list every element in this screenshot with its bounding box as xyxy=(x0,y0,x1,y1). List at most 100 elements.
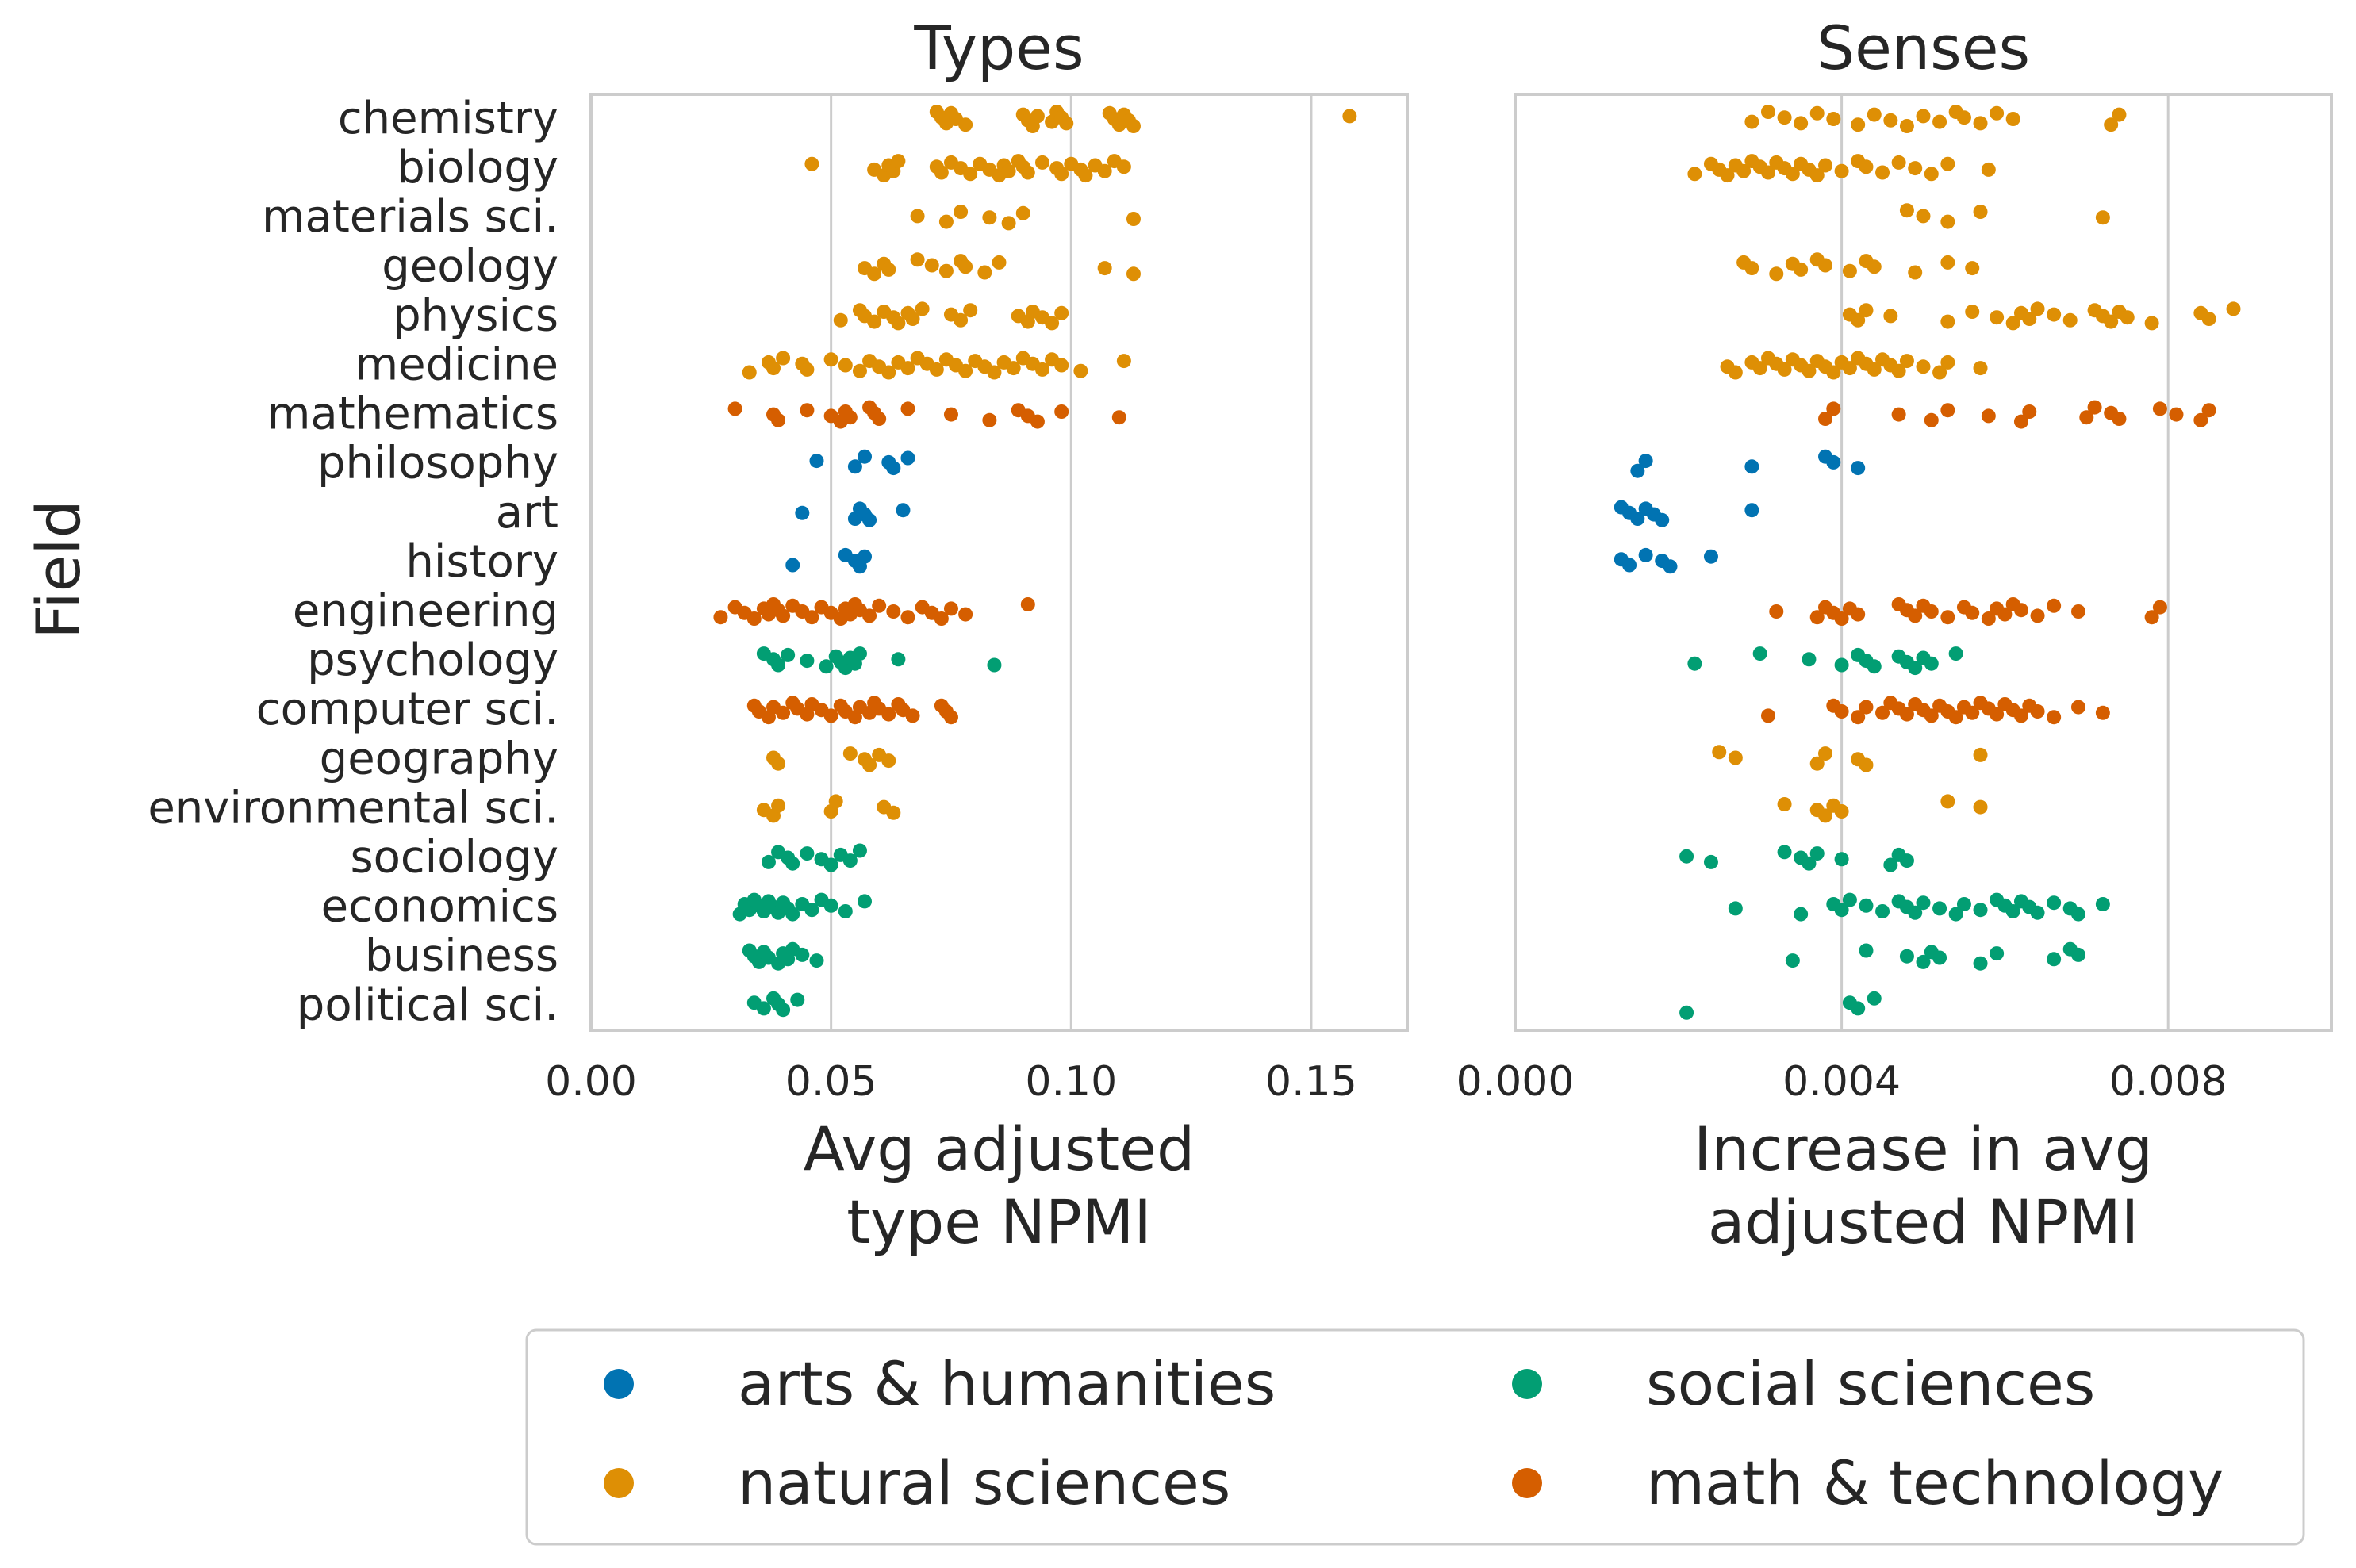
data-point-physics xyxy=(1940,314,1955,329)
data-point-art xyxy=(1744,503,1759,518)
data-point-engineering xyxy=(1940,610,1955,625)
data-point-chemistry xyxy=(1851,117,1866,132)
data-point-materials-sci xyxy=(1916,209,1931,224)
data-point-biology xyxy=(1720,168,1735,183)
data-point-engineering xyxy=(958,607,973,622)
data-point-environmental-sci xyxy=(886,805,901,820)
data-point-chemistry xyxy=(1342,109,1357,124)
data-point-environmental-sci xyxy=(1973,799,1988,815)
data-point-engineering xyxy=(2152,600,2167,615)
x-tick-label: 0.004 xyxy=(1782,1058,1901,1106)
data-point-engineering xyxy=(886,604,901,619)
data-point-philosophy xyxy=(847,459,862,474)
data-point-chemistry xyxy=(1760,105,1775,119)
data-point-sociology xyxy=(785,856,800,871)
data-point-medicine xyxy=(1034,362,1049,377)
data-point-history xyxy=(785,558,800,573)
data-point-medicine xyxy=(800,362,815,377)
category-label-medicine: medicine xyxy=(355,339,558,391)
data-point-biology xyxy=(1818,158,1833,173)
data-point-business xyxy=(1899,949,1914,964)
data-point-engineering xyxy=(1981,611,1996,626)
data-point-medicine xyxy=(1728,365,1743,380)
data-point-materials-sci xyxy=(1973,205,1988,219)
x-tick-label: 0.10 xyxy=(1025,1058,1117,1106)
x-axis-label: adjusted NPMI xyxy=(1708,1187,2139,1257)
data-point-mathematics xyxy=(1981,408,1996,424)
data-point-economics xyxy=(1948,907,1963,922)
data-point-philosophy xyxy=(900,450,915,466)
data-point-biology xyxy=(1116,159,1131,174)
data-point-business xyxy=(2047,952,2062,967)
data-point-mathematics xyxy=(771,412,786,427)
data-point-medicine xyxy=(1973,361,1988,376)
data-point-engineering xyxy=(1769,604,1784,619)
data-point-medicine xyxy=(1826,365,1841,380)
panel-title: Senses xyxy=(1817,13,2030,83)
data-point-biology xyxy=(1891,155,1906,170)
data-point-physics xyxy=(1054,305,1069,320)
data-point-sociology xyxy=(1899,853,1914,868)
data-point-engineering xyxy=(1997,607,2013,622)
data-point-philosophy xyxy=(1851,461,1866,476)
data-point-business xyxy=(809,953,824,968)
data-point-chemistry xyxy=(1030,109,1045,124)
data-point-environmental-sci xyxy=(1777,797,1792,811)
category-label-economics: economics xyxy=(321,881,558,933)
data-point-environmental-sci xyxy=(1834,804,1849,819)
data-point-geology xyxy=(1794,262,1809,277)
data-point-computer-sci xyxy=(1948,710,1963,725)
data-point-chemistry xyxy=(1956,110,1971,125)
data-point-medicine xyxy=(1842,361,1857,376)
data-point-materials-sci xyxy=(910,209,925,224)
data-point-political-sci xyxy=(1851,1001,1866,1016)
legend-marker-natural-sciences xyxy=(604,1468,634,1498)
data-point-computer-sci xyxy=(1851,710,1866,725)
data-point-computer-sci xyxy=(1875,705,1890,720)
data-point-engineering xyxy=(1020,597,1035,611)
data-point-materials-sci xyxy=(1015,205,1030,220)
data-point-economics xyxy=(1908,905,1923,920)
data-point-computer-sci xyxy=(1924,708,1939,723)
data-point-chemistry xyxy=(1059,116,1074,131)
data-point-sociology xyxy=(842,853,858,868)
plot-frame xyxy=(589,93,1409,1032)
x-tick-label: 0.008 xyxy=(2109,1058,2227,1106)
data-point-physics xyxy=(915,301,930,316)
data-point-economics xyxy=(1973,903,1988,918)
data-point-physics xyxy=(2022,312,2037,326)
data-point-biology xyxy=(1924,167,1939,182)
category-label-sociology: sociology xyxy=(350,832,558,884)
data-point-medicine xyxy=(1802,363,1817,378)
data-point-materials-sci xyxy=(2095,210,2110,225)
data-point-psychology xyxy=(771,657,786,673)
data-point-medicine xyxy=(987,365,1002,380)
data-point-environmental-sci xyxy=(771,798,786,813)
data-point-geology xyxy=(1867,259,1882,274)
data-point-biology xyxy=(1834,163,1849,178)
data-point-chemistry xyxy=(2104,117,2119,132)
data-point-psychology xyxy=(891,652,906,667)
data-point-business xyxy=(795,947,810,962)
data-point-sociology xyxy=(800,846,815,861)
data-point-chemistry xyxy=(2112,107,2127,122)
data-point-chemistry xyxy=(1826,112,1841,126)
data-point-mathematics xyxy=(1826,401,1841,416)
data-point-engineering xyxy=(2071,604,2086,619)
data-point-engineering xyxy=(943,601,958,616)
data-point-medicine xyxy=(1932,365,1947,380)
data-point-geology xyxy=(1769,266,1784,282)
data-point-engineering xyxy=(1834,611,1849,626)
category-label-business: business xyxy=(365,930,558,982)
data-point-mathematics xyxy=(1111,410,1126,425)
data-point-geology xyxy=(977,265,992,280)
data-point-engineering xyxy=(1924,604,1939,619)
data-point-physics xyxy=(1851,312,1866,328)
data-point-physics xyxy=(954,312,969,328)
data-point-mathematics xyxy=(1054,404,1069,419)
data-point-physics xyxy=(1883,309,1898,324)
data-point-business xyxy=(2071,947,2086,962)
data-point-physics xyxy=(1965,305,1980,319)
data-point-medicine xyxy=(1867,362,1882,377)
